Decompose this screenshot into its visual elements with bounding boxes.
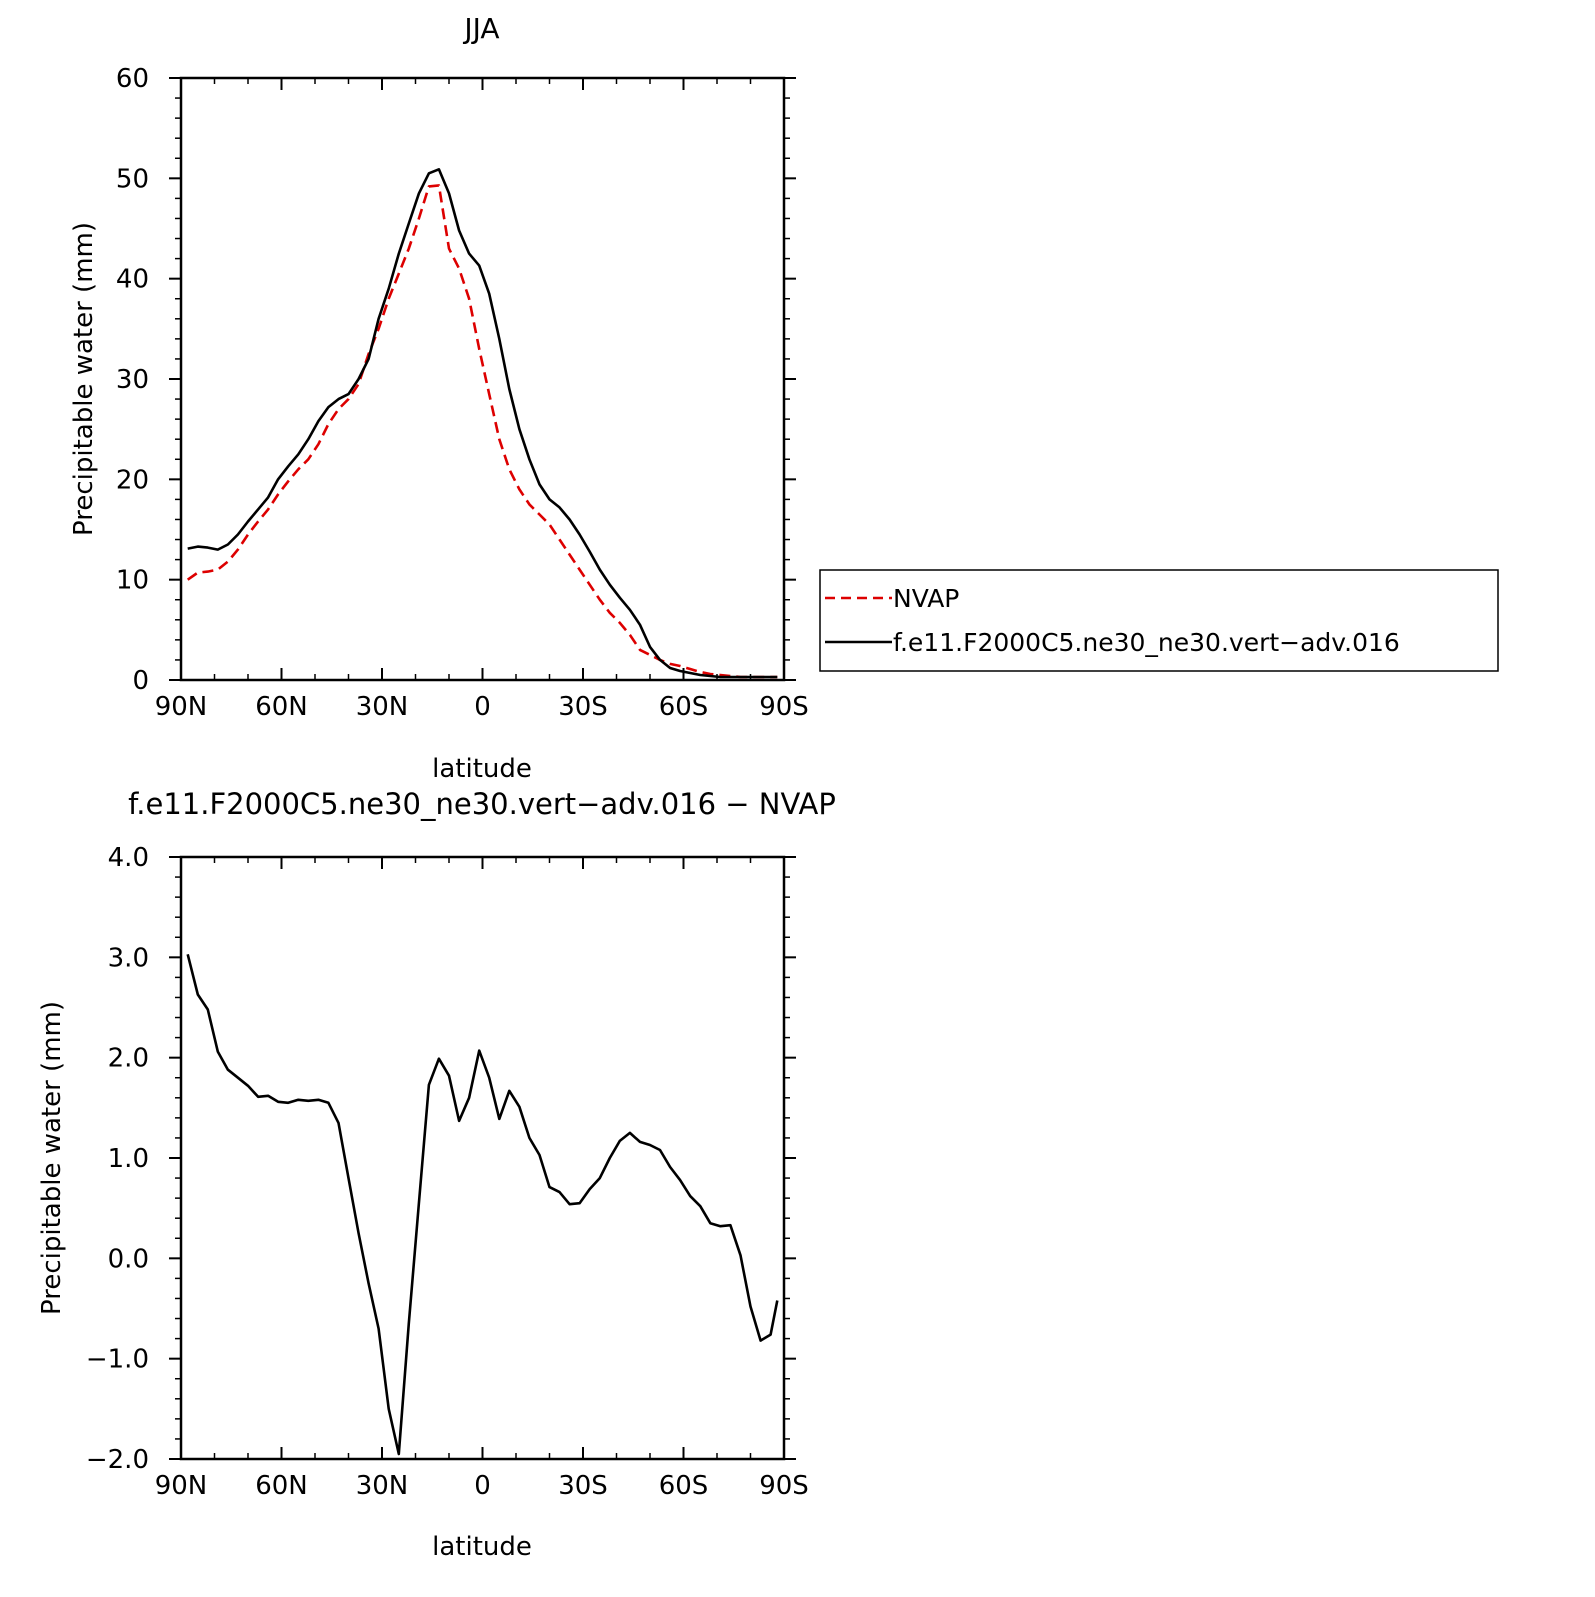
top-y-tick-label: 60 xyxy=(116,64,149,94)
bottom-y-tick-label: 0.0 xyxy=(108,1244,149,1274)
bottom-y-tick-label: 1.0 xyxy=(108,1144,149,1174)
top-x-tick-label: 60S xyxy=(659,692,709,722)
top-x-tick-label: 0 xyxy=(474,692,491,722)
top-marks: 90N 60N 30N 0 30S 60S 90S 0 10 20 30 40 50 60 xyxy=(116,64,809,722)
bottom-x-tick-label: 90S xyxy=(759,1471,809,1501)
legend-label-nvap: NVAP xyxy=(893,584,959,613)
bottom-x-axis-label: latitude xyxy=(432,1532,532,1562)
bottom-y-axis-label: Precipitable water (mm) xyxy=(37,1001,67,1315)
top-plot-frame xyxy=(179,76,786,682)
legend: NVAP f.e11.F2000C5.ne30_ne30.vert−adv.01… xyxy=(819,569,1499,672)
top-x-axis-label: latitude xyxy=(432,754,532,784)
top-chart-title: JJA xyxy=(462,12,499,45)
bottom-y-tick-label: 2.0 xyxy=(108,1044,149,1074)
top-series-line-0 xyxy=(186,184,778,679)
top-x-tick-label: 90S xyxy=(759,692,809,722)
bottom-x-tick-label: 0 xyxy=(474,1471,491,1501)
top-y-tick-label: 0 xyxy=(132,666,149,696)
legend-box xyxy=(819,569,1499,672)
bottom-x-tick-label: 30S xyxy=(558,1471,608,1501)
bottom-y-tick-label: 3.0 xyxy=(108,943,149,973)
top-y-tick-label: 30 xyxy=(116,365,149,395)
bottom-x-tick-label: 30N xyxy=(356,1471,409,1501)
bottom-series-line-0 xyxy=(186,953,779,1456)
top-y-tick-label: 50 xyxy=(116,164,149,194)
legend-label-model: f.e11.F2000C5.ne30_ne30.vert−adv.016 xyxy=(893,628,1400,657)
top-x-tick-label: 30S xyxy=(558,692,608,722)
bottom-y-tick-label: 4.0 xyxy=(108,843,149,873)
bottom-x-tick-label: 60N xyxy=(255,1471,308,1501)
top-series-line-1 xyxy=(187,168,778,679)
bottom-y-tick-label: −2.0 xyxy=(86,1445,149,1475)
top-x-tick-label: 60N xyxy=(255,692,308,722)
bottom-plot-frame xyxy=(179,855,786,1461)
bottom-x-tick-label: 60S xyxy=(659,1471,709,1501)
panel-top: JJA 90N 60N 30N 0 30S 60S 90S 0 10 20 30 40 50 60 lat… xyxy=(69,12,809,784)
bottom-y-tick-label: −1.0 xyxy=(86,1345,149,1375)
bottom-x-tick-label: 90N xyxy=(155,1471,208,1501)
top-y-tick-label: 40 xyxy=(116,265,149,295)
top-y-tick-label: 10 xyxy=(116,566,149,596)
top-x-tick-label: 30N xyxy=(356,692,409,722)
top-y-tick-label: 20 xyxy=(116,465,149,495)
panel-bottom: f.e11.F2000C5.ne30_ne30.vert−adv.016 − N… xyxy=(37,787,836,1562)
bottom-marks: 90N 60N 30N 0 30S 60S 90S −2.0 −1.0 0.0 1.0 2.0 3.0 4… xyxy=(86,843,809,1501)
top-x-tick-label: 90N xyxy=(155,692,208,722)
bottom-chart-title: f.e11.F2000C5.ne30_ne30.vert−adv.016 − N… xyxy=(128,787,836,821)
top-y-axis-label: Precipitable water (mm) xyxy=(69,222,99,536)
